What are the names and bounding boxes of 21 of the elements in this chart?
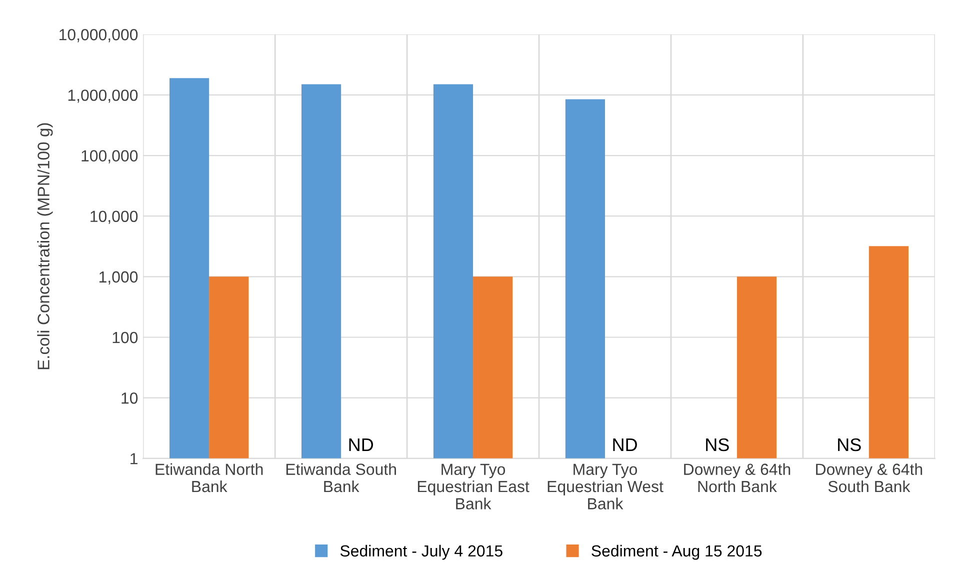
y-tick-label: 10 — [122, 392, 138, 404]
y-tick-label: 10,000,000 — [60, 29, 138, 42]
x-tick-label: Downey & 64th North Bank — [684, 463, 790, 492]
legend-label: Sediment - July 4 2015 — [340, 544, 502, 560]
annotation: NS — [838, 438, 861, 452]
x-tick-label: Etiwanda South Bank — [286, 463, 396, 492]
x-tick-label: Mary Tyo Equestrian West Bank — [548, 464, 664, 510]
y-tick-label: 100 — [112, 332, 138, 344]
x-tick-label: Downey & 64th South Bank — [816, 463, 922, 492]
x-tick-label: Etiwanda North Bank — [156, 463, 263, 492]
y-axis-title: E.coli Concentration (MPN/100 g) — [37, 123, 53, 370]
annotation: NS — [706, 438, 729, 452]
y-tick-label: 100,000 — [82, 150, 138, 164]
y-tick-label: 1 — [130, 453, 138, 464]
legend-label: Sediment - Aug 15 2015 — [592, 544, 762, 560]
y-tick-label: 1,000,000 — [68, 90, 138, 103]
y-tick-label: 10,000 — [90, 210, 138, 224]
annotation: ND — [349, 438, 374, 451]
annotation: ND — [613, 438, 637, 451]
x-tick-label: Mary Tyo Equestrian East Bank — [418, 464, 530, 510]
y-tick-label: 1,000 — [99, 271, 138, 285]
